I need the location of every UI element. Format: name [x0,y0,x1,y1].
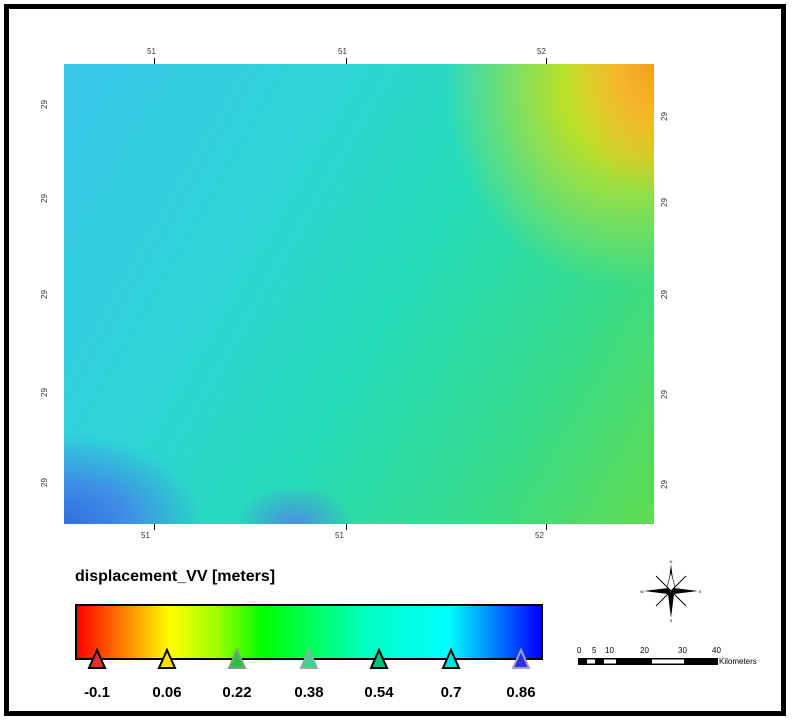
left-tick-5: 29 [39,478,49,487]
scale-label-30: 30 [678,646,687,655]
tick-mark [154,58,155,64]
tick-mark [546,58,547,64]
top-tick-1: 51 [147,47,156,56]
top-tick-3: 52 [537,47,546,56]
scale-bar [578,658,718,665]
scale-label-5: 5 [592,646,597,655]
legend-marker-5 [369,647,389,669]
left-tick-2: 29 [39,194,49,203]
legend-title: displacement_VV [meters] [75,568,276,585]
top-tick-2: 51 [338,47,347,56]
legend-label-7: 0.86 [506,684,536,701]
legend-label-3: 0.22 [222,684,252,701]
left-tick-3: 29 [39,290,49,299]
scale-label-40: 40 [712,646,721,655]
legend-marker-1 [87,647,107,669]
tick-mark [346,524,347,530]
legend-markers [87,647,531,669]
bottom-tick-2: 51 [335,531,344,540]
legend-label-1: -0.1 [84,684,110,701]
displacement-raster[interactable] [64,64,654,524]
legend-marker-7 [511,647,531,669]
left-tick-4: 29 [39,388,49,397]
tick-mark [154,524,155,530]
legend-label-5: 0.54 [364,684,394,701]
tick-mark [546,524,547,530]
legend-label-6: 0.7 [440,684,462,701]
compass-w: W [640,589,644,594]
right-tick-4: 29 [659,390,669,399]
legend-marker-2 [157,647,177,669]
right-tick-1: 29 [659,112,669,121]
scale-unit: Kilometers [719,657,757,666]
legend-label-4: 0.38 [294,684,324,701]
legend-marker-4 [299,647,319,669]
compass-n: N [670,560,673,564]
legend-marker-6 [441,647,461,669]
scale-label-0: 0 [577,646,582,655]
scale-label-10: 10 [605,646,614,655]
legend-label-2: 0.06 [152,684,182,701]
legend-marker-3 [227,647,247,669]
scale-label-20: 20 [640,646,649,655]
tick-mark [346,58,347,64]
right-tick-5: 29 [659,480,669,489]
right-tick-3: 29 [659,290,669,299]
north-arrow-compass-icon: N S W E [640,560,702,622]
left-tick-1: 29 [39,100,49,109]
bottom-tick-1: 51 [141,531,150,540]
bottom-tick-3: 52 [535,531,544,540]
right-tick-2: 29 [659,198,669,207]
compass-s: S [670,618,673,622]
compass-e: E [699,589,702,594]
